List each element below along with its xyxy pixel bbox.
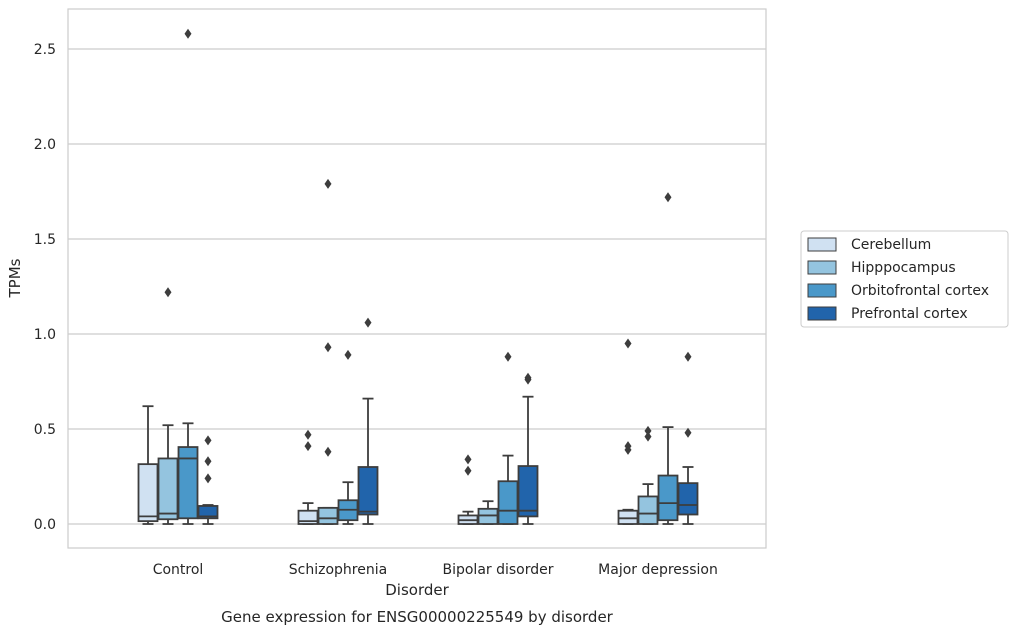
box — [677, 351, 699, 525]
box — [637, 425, 659, 525]
box — [177, 28, 199, 525]
legend-label: Hipppocampus — [851, 260, 956, 276]
x-tick-label: Major depression — [598, 562, 718, 578]
box-iqr — [177, 446, 199, 520]
box-iqr — [637, 495, 659, 525]
outlier-marker — [644, 425, 652, 436]
box — [517, 372, 539, 525]
box — [457, 454, 479, 525]
outlier-marker — [624, 338, 632, 349]
outlier-marker — [684, 427, 692, 438]
legend-swatch — [807, 306, 837, 321]
outlier-marker — [524, 372, 532, 383]
box — [477, 500, 499, 525]
legend-label: Cerebellum — [851, 237, 931, 253]
outlier-marker — [464, 465, 472, 476]
outlier-marker — [304, 429, 312, 440]
y-tick-label: 1.5 — [34, 232, 56, 248]
y-tick-label: 2.0 — [34, 137, 56, 153]
legend-swatch — [807, 283, 837, 298]
box — [157, 287, 179, 525]
outlier-marker — [164, 287, 172, 298]
outlier-marker — [364, 317, 372, 328]
x-tick-label: Schizophrenia — [289, 562, 387, 578]
box-iqr — [497, 480, 519, 525]
legend-label: Prefrontal cortex — [851, 306, 968, 322]
y-tick-label: 0.5 — [34, 422, 56, 438]
box-iqr — [317, 506, 339, 525]
x-axis-label: Disorder — [385, 581, 449, 599]
box-iqr — [677, 482, 699, 516]
outlier-marker — [204, 435, 212, 446]
legend-label: Orbitofrontal cortex — [851, 283, 989, 299]
box-iqr — [657, 474, 679, 522]
chart-caption: Gene expression for ENSG00000225549 by d… — [221, 608, 614, 626]
outlier-marker — [624, 441, 632, 452]
box — [317, 178, 339, 525]
x-tick-label: Control — [153, 562, 204, 578]
box-iqr — [517, 465, 539, 518]
box-iqr — [197, 505, 219, 520]
box — [357, 317, 379, 525]
box — [337, 349, 359, 525]
x-tick-label: Bipolar disorder — [442, 562, 553, 578]
outlier-marker — [684, 351, 692, 362]
y-tick-labels: 0.0 0.5 1.0 1.5 2.0 2.5 — [34, 42, 56, 533]
outlier-marker — [664, 192, 672, 203]
box-series — [137, 28, 699, 525]
box — [197, 435, 219, 525]
legend-frame — [800, 230, 1009, 328]
outlier-marker — [644, 431, 652, 442]
box-iqr — [137, 463, 159, 523]
outlier-marker — [204, 473, 212, 484]
legend: Cerebellum Hipppocampus Orbitofrontal cort… — [800, 230, 1009, 328]
outlier-marker — [204, 456, 212, 467]
box — [617, 338, 639, 525]
outlier-marker — [304, 441, 312, 452]
outlier-marker — [504, 351, 512, 362]
box-iqr — [617, 509, 639, 525]
outlier-marker — [464, 454, 472, 465]
box — [497, 351, 519, 525]
y-tick-label: 0.0 — [34, 517, 56, 533]
box — [137, 405, 159, 525]
box — [297, 429, 319, 525]
outlier-marker — [344, 349, 352, 360]
box-iqr — [477, 507, 499, 525]
y-tick-label: 2.5 — [34, 42, 56, 58]
legend-swatch — [807, 237, 837, 252]
outlier-marker — [184, 28, 192, 39]
box-iqr — [157, 457, 179, 521]
box — [657, 192, 679, 525]
legend-swatch — [807, 260, 837, 275]
y-axis-label: TPMs — [6, 258, 24, 298]
x-tick-labels: Control Schizophrenia Bipolar disorder Majo… — [153, 562, 718, 578]
outlier-marker — [324, 446, 332, 457]
box-iqr — [357, 466, 379, 516]
y-tick-label: 1.0 — [34, 327, 56, 343]
outlier-marker — [324, 342, 332, 353]
outlier-marker — [324, 178, 332, 189]
